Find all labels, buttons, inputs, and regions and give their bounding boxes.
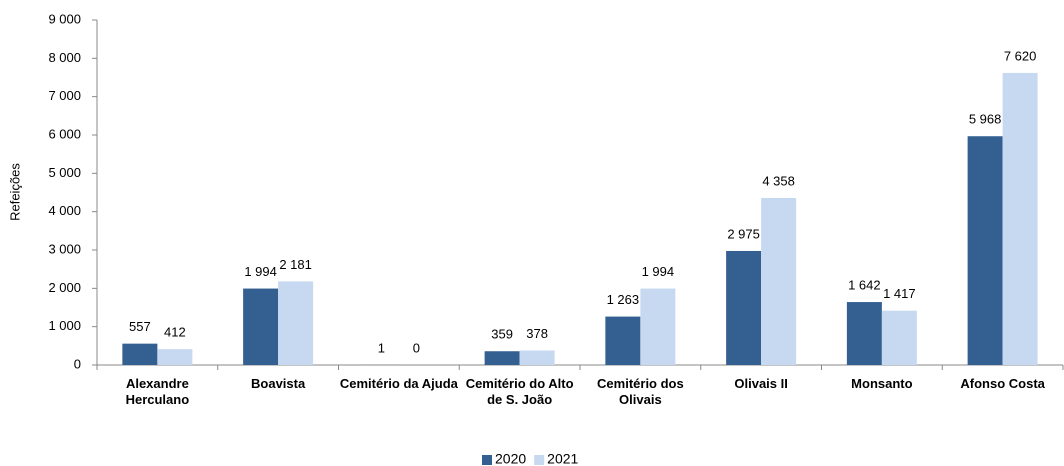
legend-swatch <box>534 455 545 465</box>
bar <box>1002 72 1038 366</box>
y-tick-label: 2 000 <box>48 280 81 295</box>
x-tick-label-box: Alexandre Herculano <box>125 376 190 407</box>
data-label: 5 968 <box>969 112 1002 127</box>
bar <box>640 288 676 365</box>
legend-label: 2021 <box>547 451 578 466</box>
data-label: 557 <box>129 319 151 334</box>
y-tick-label: 3 000 <box>48 241 81 256</box>
bar <box>122 343 158 365</box>
y-tick-label: 5 000 <box>48 165 81 180</box>
x-tick-label: Afonso Costa <box>960 376 1045 391</box>
x-tick-label: Cemitério da Ajuda <box>339 376 458 391</box>
x-tick-label: Cemitério dos Olivais <box>597 376 684 407</box>
data-label: 1 994 <box>244 264 277 279</box>
bar <box>484 351 520 365</box>
x-tick-label-box: Boavista <box>251 376 306 391</box>
x-tick-label: Boavista <box>251 376 306 391</box>
legend-swatch <box>482 455 492 465</box>
bar <box>846 302 882 365</box>
y-tick-label: 4 000 <box>48 203 81 218</box>
legend-label: 2020 <box>495 451 526 466</box>
data-label: 2 975 <box>727 226 760 241</box>
x-tick-label: Cemitério do Alto de S. João <box>465 376 574 407</box>
x-tick-label-box: Afonso Costa <box>960 376 1045 391</box>
data-label: 4 358 <box>762 173 795 188</box>
data-label: 7 620 <box>1004 48 1037 63</box>
y-tick-label: 0 <box>74 356 81 371</box>
data-label: 2 181 <box>279 257 312 272</box>
y-tick-label: 8 000 <box>48 50 81 65</box>
x-tick-label-box: Monsanto <box>851 376 913 391</box>
x-tick-label-box: Cemitério dos Olivais <box>597 376 684 407</box>
bar <box>881 310 917 365</box>
x-tick-label-box: Cemitério do Alto de S. João <box>465 376 574 407</box>
bar <box>243 288 279 365</box>
data-label: 1 994 <box>642 264 675 279</box>
bar <box>726 250 762 365</box>
data-label: 1 417 <box>883 286 916 301</box>
y-tick-label: 9 000 <box>48 11 81 26</box>
data-label: 1 <box>378 340 385 355</box>
data-label: 359 <box>491 327 513 342</box>
bar <box>278 281 314 365</box>
y-tick-label: 1 000 <box>48 318 81 333</box>
y-tick-label: 6 000 <box>48 126 81 141</box>
bar <box>967 136 1003 365</box>
x-tick-label: Alexandre Herculano <box>125 376 190 407</box>
bar <box>519 350 555 365</box>
x-tick-label-box: Olivais II <box>734 376 788 391</box>
bar <box>605 316 641 365</box>
bar <box>157 349 193 365</box>
bar <box>761 197 797 365</box>
data-label: 412 <box>164 325 186 340</box>
x-tick-label-box: Cemitério da Ajuda <box>339 376 458 391</box>
x-tick-label: Monsanto <box>851 376 913 391</box>
y-tick-label: 7 000 <box>48 88 81 103</box>
y-axis-title: Refeições <box>7 163 22 221</box>
data-label: 378 <box>526 326 548 341</box>
data-label: 1 263 <box>607 292 640 307</box>
x-tick-label: Olivais II <box>734 376 788 391</box>
data-label: 1 642 <box>848 277 881 292</box>
data-label: 0 <box>413 340 420 355</box>
